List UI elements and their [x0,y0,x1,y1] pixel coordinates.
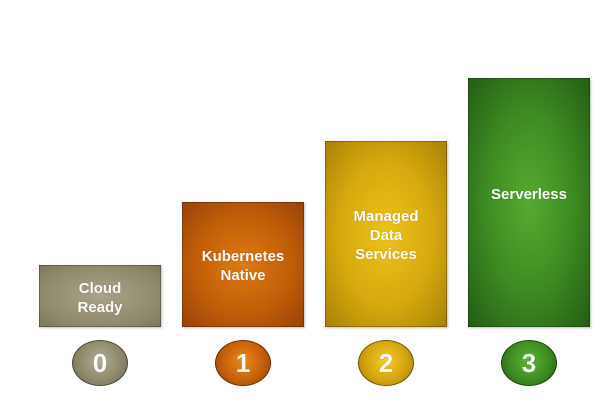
step-number-badge: 0 [72,340,128,386]
step-number-badge: 1 [215,340,271,386]
step-label: Kubernetes Native [201,248,285,284]
step-bar-serverless: Serverless [468,78,590,327]
step-label: Cloud Ready [77,280,123,316]
step-label: Managed Data Services [353,208,419,263]
step-number-badge: 3 [501,340,557,386]
step-bar-managed-data-services: Managed Data Services [325,141,447,327]
step-bar-cloud-ready: Cloud Ready [39,265,161,327]
step-label: Serverless [491,186,567,203]
step-number-badge: 2 [358,340,414,386]
step-bar-kubernetes-native: Kubernetes Native [182,202,304,327]
